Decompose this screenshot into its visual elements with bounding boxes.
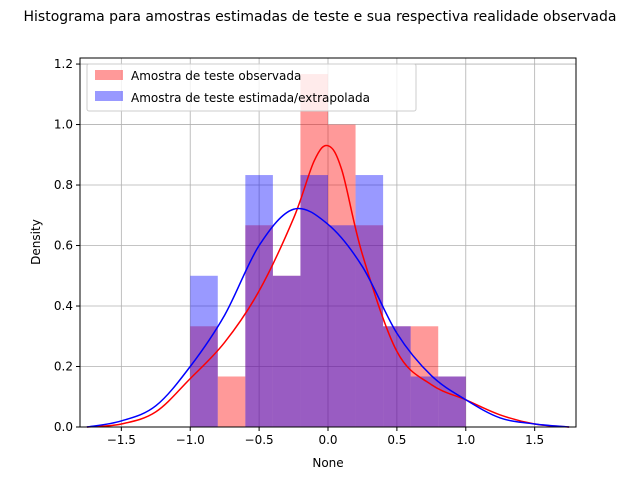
bar-estimada (245, 175, 273, 427)
x-tick-label: 0.0 (318, 433, 337, 447)
y-tick-label: 0.2 (54, 360, 73, 374)
y-tick-label: 0.8 (54, 178, 73, 192)
legend-swatch-observada (95, 70, 123, 80)
chart-title: Histograma para amostras estimadas de te… (24, 9, 617, 25)
y-tick-label: 0.6 (54, 239, 73, 253)
x-axis-ticks: −1.5 −1.0 −0.5 0.0 0.5 1.0 1.5 (107, 427, 544, 447)
bar-estimada (328, 225, 356, 427)
bar-observada (217, 376, 246, 427)
bar-observada (355, 225, 384, 427)
y-axis-ticks: 0.0 0.2 0.4 0.6 0.8 1.0 1.2 (54, 57, 80, 434)
x-tick-label: −0.5 (245, 433, 274, 447)
histogram-bars (190, 74, 466, 427)
legend-swatch-estimada (95, 91, 123, 101)
legend-label-observada: Amostra de teste observada (131, 69, 301, 83)
y-tick-label: 1.2 (54, 57, 73, 71)
x-axis-label: None (312, 456, 343, 470)
x-tick-label: 1.5 (525, 433, 544, 447)
x-tick-label: −1.0 (176, 433, 205, 447)
y-tick-label: 1.0 (54, 118, 73, 132)
bar-estimada (410, 376, 439, 427)
bar-estimada (300, 175, 328, 427)
y-axis-label: Density (29, 219, 43, 265)
legend-label-estimada: Amostra de teste estimada/extrapolada (131, 91, 370, 105)
x-tick-label: 1.0 (456, 433, 475, 447)
legend-box (86, 63, 417, 112)
bar-observada (328, 124, 356, 427)
bar-estimada (190, 275, 218, 427)
y-tick-label: 0.0 (54, 420, 73, 434)
bar-observada (190, 326, 218, 427)
y-tick-label: 0.4 (54, 299, 73, 313)
bar-observada (245, 225, 273, 427)
x-tick-label: −1.5 (107, 433, 136, 447)
bar-estimada (383, 326, 411, 427)
bar-observada (383, 326, 411, 427)
kde-curves (86, 144, 570, 428)
legend: Amostra de teste observada Amostra de te… (86, 63, 417, 112)
x-tick-label: 0.5 (387, 433, 406, 447)
kde-line-observada (86, 144, 570, 428)
bar-estimada (355, 175, 384, 427)
bar-observada (410, 326, 439, 427)
bar-observada (300, 74, 328, 427)
bar-estimada (272, 275, 301, 427)
bar-observada (272, 275, 301, 427)
kde-line-estimada (86, 207, 570, 428)
